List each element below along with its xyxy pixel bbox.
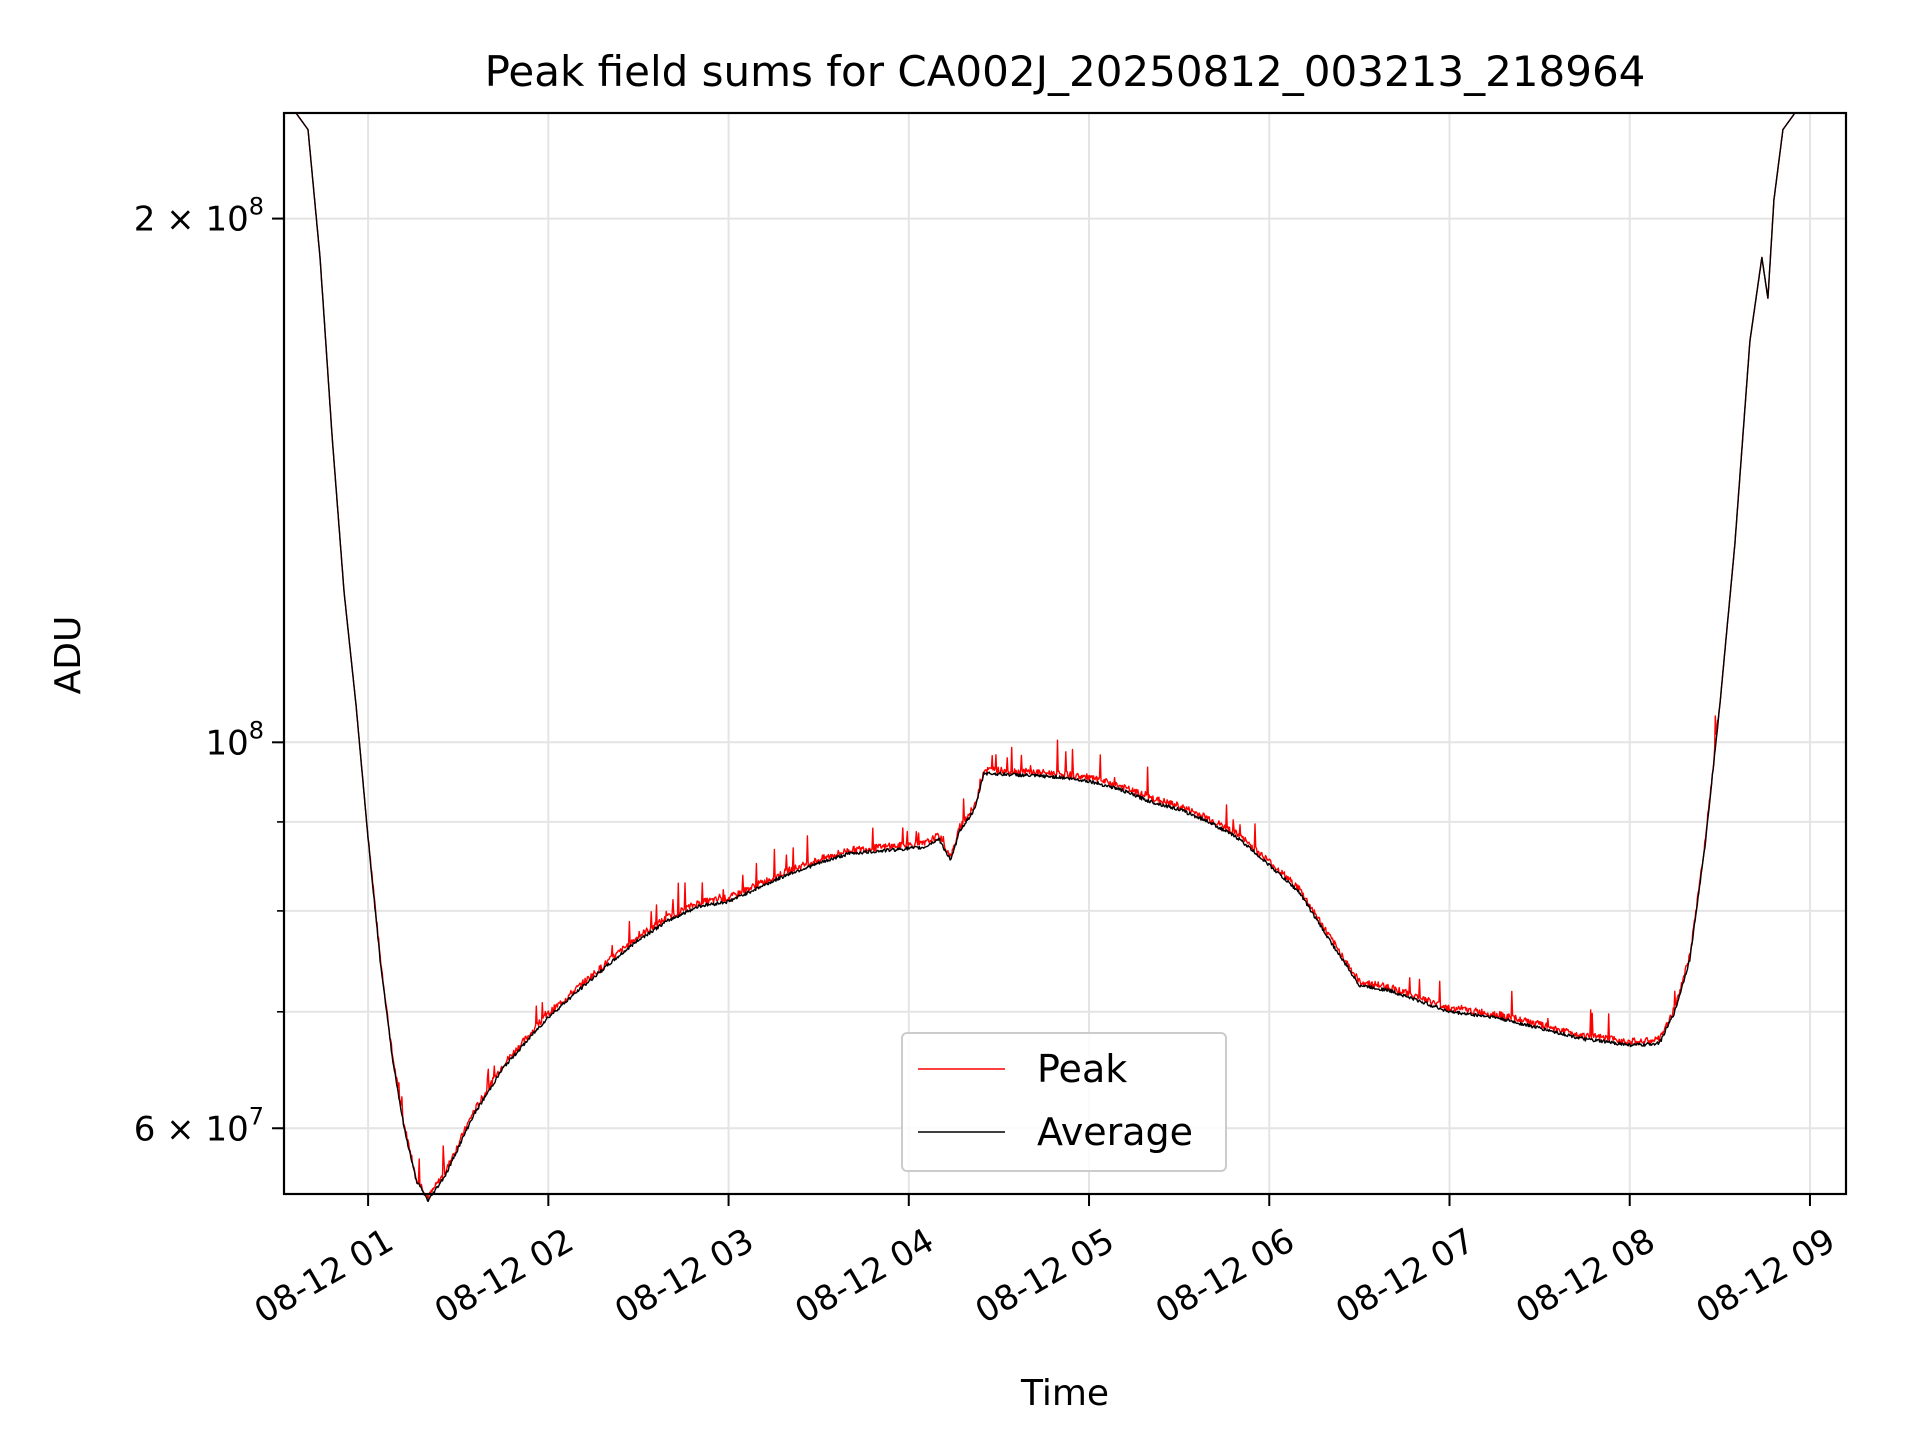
y-tick-label: 2 × 108 [134, 193, 264, 240]
series-lines [284, 112, 1846, 1203]
plot-frame [282, 111, 1848, 1196]
legend-peak-label: Peak [1037, 1047, 1127, 1091]
y-tick-label: 108 [205, 716, 264, 763]
legend: Peak Average [901, 1032, 1227, 1172]
axis-ticks [272, 217, 1811, 1206]
x-axis-label: Time [1020, 1373, 1109, 1414]
y-tick-label: 6 × 107 [134, 1102, 264, 1149]
y-axis-label: ADU [48, 616, 89, 695]
series-average-line [284, 112, 1846, 1203]
grid-lines [284, 113, 1846, 1194]
legend-average-label: Average [1037, 1110, 1193, 1154]
legend-box [901, 1032, 1227, 1172]
chart-title: Peak field sums for CA002J_20250812_0032… [485, 47, 1646, 96]
